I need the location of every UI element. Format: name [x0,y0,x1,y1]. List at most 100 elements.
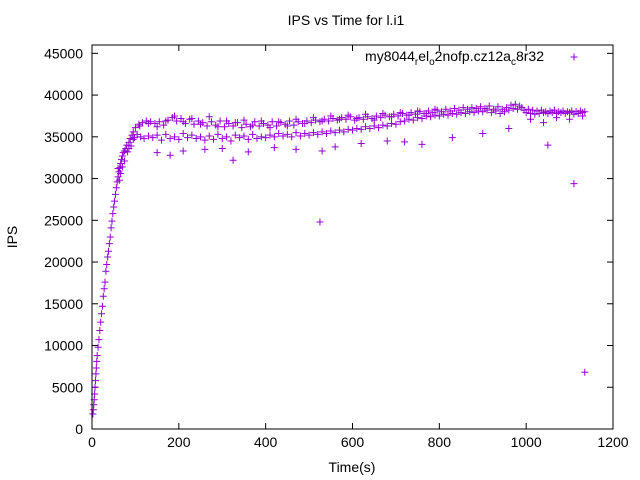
x-tick-label: 1200 [597,434,628,450]
data-point [118,152,126,160]
data-point [137,133,145,141]
data-point [197,120,205,128]
data-point [372,112,380,120]
data-point [553,114,561,122]
data-point [401,117,409,125]
x-tick-label: 200 [167,434,191,450]
data-point [383,137,391,145]
data-point [175,135,183,143]
data-point [190,120,198,128]
data-point [461,109,469,117]
data-point [273,122,281,130]
data-point [102,267,110,275]
data-point [262,134,270,142]
data-point [98,310,106,318]
data-point [227,137,235,145]
data-point [179,118,187,126]
data-point [270,133,278,141]
data-point [479,129,487,137]
data-point [581,368,589,376]
data-point [236,134,244,142]
data-point [121,157,129,165]
data-point [203,122,211,130]
y-tick-label: 15000 [44,296,83,312]
data-point [427,113,435,121]
data-point [418,140,426,148]
data-point [318,117,326,125]
data-point [318,128,326,136]
data-point [257,133,265,141]
x-tick-label: 600 [341,434,365,450]
data-point [292,115,300,123]
data-point [117,170,125,178]
data-point [466,108,474,116]
data-point [105,240,113,248]
data-point [157,136,165,144]
data-point [207,118,215,126]
legend-text-part: 8r32 [516,48,544,64]
data-point [205,113,213,121]
data-point [218,134,226,142]
data-point [91,377,99,385]
data-point [117,160,125,168]
data-point [283,122,291,130]
data-point [114,165,122,173]
legend: my8044relo2nofp.cz12ac8r32 [365,48,578,68]
data-point [155,118,163,126]
y-tick-label: 25000 [44,212,83,228]
data-point [119,149,127,157]
data-point [457,109,465,117]
data-point [242,120,250,128]
data-point [296,132,304,140]
data-point [179,147,187,155]
data-point [318,147,326,155]
legend-text-part: 2nofp.cz12a [435,48,511,64]
data-point [370,122,378,130]
data-point [511,100,519,108]
legend-subscript: o [429,57,435,68]
data-point [184,134,192,142]
y-tick-label: 10000 [44,338,83,354]
data-point [107,224,115,232]
data-point [275,129,283,137]
data-point [125,145,133,153]
data-point [170,112,178,120]
data-point [162,117,170,125]
x-axis-title: Time(s) [329,459,376,475]
data-point [431,105,439,113]
data-point [566,115,574,123]
data-point [500,108,508,116]
data-point [344,111,352,119]
data-point [270,144,278,152]
data-point [383,122,391,130]
data-point [322,129,330,137]
data-point [126,134,134,142]
y-tick-label: 40000 [44,87,83,103]
data-point [95,336,103,344]
data-point [279,132,287,140]
data-point [353,124,361,132]
data-point [118,163,126,171]
data-point [249,130,257,138]
data-point [444,111,452,119]
data-point [309,114,317,122]
data-point [288,133,296,141]
data-point [160,121,168,129]
legend-subscript: r [415,57,419,68]
axis-ticks: 0 200 400 600 800 1000 1200 0 5000 10000 15000 2000… [44,45,629,450]
x-tick-label: 0 [88,434,96,450]
data-point [124,148,132,156]
data-point [409,116,417,124]
data-point [527,115,535,123]
data-point [440,110,448,118]
data-point [357,125,365,133]
data-point [201,136,209,144]
data-point [249,121,257,129]
data-point [111,197,119,205]
data-point [418,114,426,122]
data-point [529,106,537,114]
data-point [244,135,252,143]
data-point [268,118,276,126]
data-point [96,326,104,334]
y-tick-label: 20000 [44,254,83,270]
